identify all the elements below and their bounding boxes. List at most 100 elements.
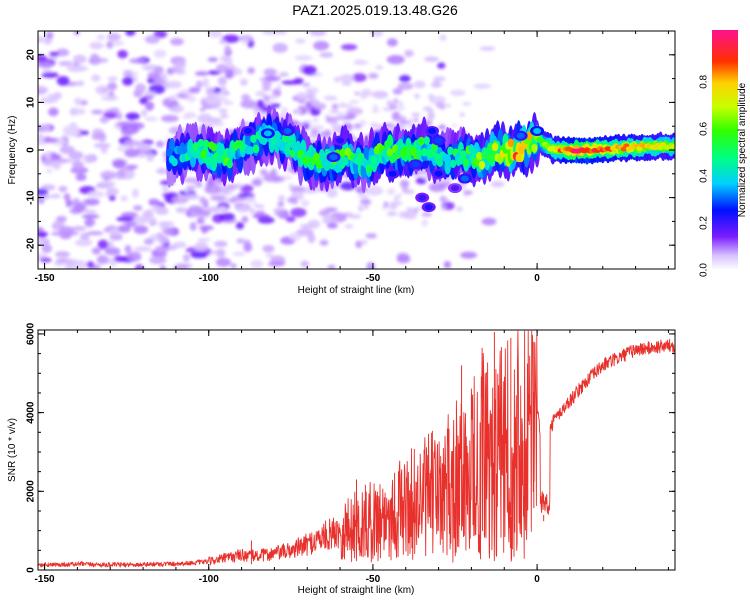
heatmap-ridge-cell bbox=[389, 154, 396, 164]
heatmap-speckle bbox=[56, 75, 70, 86]
heatmap-speckle bbox=[116, 216, 135, 222]
heatmap-speckle bbox=[74, 238, 93, 247]
heatmap-speckle bbox=[49, 51, 60, 57]
heatmap-speckle bbox=[309, 31, 327, 37]
heatmap-speckle bbox=[74, 97, 82, 106]
heatmap-speckle bbox=[125, 164, 139, 170]
heatmap-speckle bbox=[430, 81, 443, 88]
heatmap-speckle bbox=[194, 71, 209, 76]
heatmap-speckle bbox=[398, 101, 404, 106]
heatmap-speckle bbox=[248, 102, 258, 108]
heatmap-speckle bbox=[329, 109, 340, 114]
heatmap-speckle bbox=[115, 112, 123, 120]
heatmap-speckle bbox=[232, 251, 246, 256]
heatmap-lobe-core bbox=[424, 204, 433, 211]
heatmap-ridge-cell bbox=[415, 149, 423, 158]
heatmap-speckle bbox=[278, 72, 289, 77]
heatmap-speckle bbox=[270, 168, 277, 175]
heatmap-speckle bbox=[48, 93, 55, 99]
heatmap-speckle bbox=[238, 208, 244, 213]
heatmap-lobe-core bbox=[434, 137, 443, 144]
heatmap-speckle bbox=[215, 63, 228, 74]
heatmap-lobe-core bbox=[516, 132, 525, 139]
heatmap-speckle bbox=[326, 188, 338, 198]
heatmap-speckle bbox=[382, 205, 387, 210]
heatmap-speckle bbox=[166, 80, 182, 89]
heatmap-speckle bbox=[122, 76, 134, 86]
heatmap-speckle bbox=[65, 199, 73, 208]
heatmap-speckle bbox=[233, 202, 244, 208]
heatmap-speckle bbox=[81, 214, 100, 219]
heatmap-speckle bbox=[365, 233, 377, 239]
heatmap-ridge-cell bbox=[247, 146, 254, 155]
heatmap-speckle bbox=[399, 75, 411, 83]
heatmap-speckle bbox=[319, 52, 334, 58]
heatmap-speckle bbox=[252, 202, 258, 206]
heatmap-speckle bbox=[241, 94, 251, 101]
heatmap-speckle bbox=[112, 159, 126, 169]
heatmap-speckle bbox=[438, 124, 446, 130]
heatmap-speckle bbox=[318, 209, 330, 217]
heatmap-speckle bbox=[117, 121, 134, 127]
heatmap-speckle bbox=[327, 265, 336, 269]
heatmap-ridge-cell bbox=[526, 131, 533, 141]
heatmap-speckle bbox=[317, 125, 324, 131]
heatmap-speckle bbox=[221, 187, 229, 192]
heatmap-speckle bbox=[243, 242, 253, 253]
snr-panel: -150 -100 -50 0 0 2000 4000 6000 Height of str… bbox=[7, 322, 676, 596]
heatmap-speckle bbox=[38, 85, 49, 95]
heatmap-speckle bbox=[398, 211, 407, 218]
y-tick-label: -20 bbox=[26, 238, 37, 253]
heatmap-speckle bbox=[386, 188, 396, 195]
x-tick-label: -100 bbox=[199, 273, 219, 284]
heatmap-ridge-cell bbox=[210, 142, 218, 152]
heatmap-speckle bbox=[473, 83, 491, 89]
heatmap-speckle bbox=[145, 101, 155, 111]
heatmap-speckle bbox=[300, 260, 310, 268]
heatmap-ridge-cell bbox=[284, 145, 291, 154]
heatmap-speckle bbox=[214, 92, 226, 97]
heatmap-speckle bbox=[117, 224, 131, 233]
colorbar-tick-label: 0.0 bbox=[699, 263, 710, 277]
heatmap-speckle bbox=[308, 87, 319, 93]
heatmap-speckle bbox=[306, 93, 314, 101]
heatmap-speckle bbox=[280, 107, 289, 113]
heatmap-lobe-core bbox=[533, 127, 542, 134]
heatmap-speckle bbox=[186, 185, 196, 190]
heatmap-speckle bbox=[301, 200, 310, 207]
heatmap-speckle bbox=[207, 57, 218, 63]
colorbar-label: Normalized spectral amplitude bbox=[737, 82, 748, 217]
heatmap-speckle bbox=[42, 67, 52, 73]
heatmap-speckle bbox=[412, 207, 419, 213]
heatmap-speckle bbox=[255, 204, 265, 209]
heatmap-speckle bbox=[490, 180, 505, 188]
heatmap-speckle bbox=[323, 95, 338, 101]
heatmap-speckle bbox=[230, 196, 247, 202]
heatmap-lobe-core bbox=[263, 130, 272, 137]
heatmap-speckle bbox=[137, 143, 152, 152]
heatmap-speckle bbox=[38, 35, 45, 43]
heatmap-speckle bbox=[366, 261, 376, 269]
heatmap-speckle bbox=[342, 212, 353, 217]
heatmap-speckle bbox=[72, 160, 84, 170]
heatmap-speckle bbox=[349, 100, 359, 105]
heatmap-speckle bbox=[208, 31, 223, 38]
heatmap-speckle bbox=[255, 210, 266, 216]
colorbar-tick-label: 0.8 bbox=[699, 74, 710, 88]
heatmap-speckle bbox=[257, 216, 275, 224]
heatmap-ridge-cell bbox=[226, 159, 233, 169]
heatmap-speckle bbox=[133, 225, 149, 235]
heatmap-speckle bbox=[440, 207, 445, 211]
spectrogram-x-axis-label: Height of straight line (km) bbox=[298, 285, 415, 296]
heatmap-speckle bbox=[187, 191, 194, 196]
heatmap-ridge-cell bbox=[444, 154, 451, 164]
x-tick-label: -100 bbox=[199, 574, 219, 585]
snr-frame bbox=[37, 329, 676, 571]
heatmap-speckle bbox=[159, 265, 166, 269]
heatmap-speckle bbox=[86, 231, 104, 236]
heatmap-ridge-cell bbox=[205, 156, 212, 166]
heatmap-speckle bbox=[357, 194, 369, 199]
heatmap-speckle bbox=[38, 62, 54, 68]
heatmap-speckle bbox=[371, 90, 389, 99]
heatmap-speckle bbox=[93, 142, 111, 149]
